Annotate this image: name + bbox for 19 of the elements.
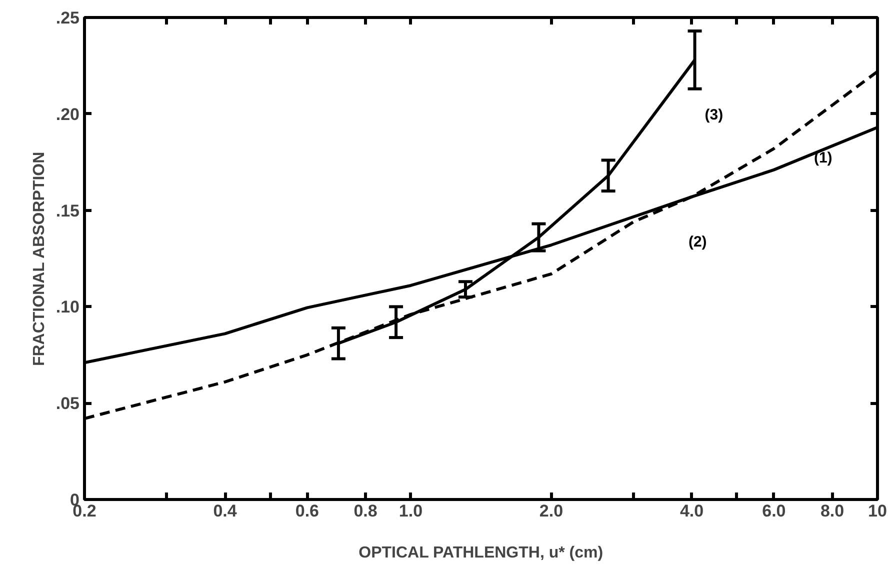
- x-tick-label: 0.6: [295, 502, 320, 520]
- x-tick-label: 1.0: [398, 502, 423, 520]
- x-tick-label: 6.0: [762, 502, 786, 520]
- x-tick-label: 4.0: [680, 502, 704, 520]
- x-tick-label: 2.0: [539, 502, 564, 520]
- y-axis-title: FRACTIONAL ABSORPTION: [30, 152, 48, 366]
- y-tick-label: .10: [56, 298, 80, 317]
- x-axis-title: OPTICAL PATHLENGTH, u* (cm): [358, 544, 604, 562]
- series-label: (1): [814, 149, 832, 166]
- x-tick-label: 0.8: [354, 502, 378, 520]
- text: (3): [704, 106, 724, 124]
- text: (2): [688, 233, 707, 250]
- y-tick-label: .20: [56, 104, 80, 124]
- y-tick-label: .15: [56, 201, 80, 220]
- x-tick-label: 8.0: [820, 502, 844, 520]
- x-tick-label: 0.4: [213, 502, 238, 520]
- y-tick-label: .25: [56, 8, 80, 28]
- y-tick-label: .05: [56, 394, 80, 414]
- x-tick-label: 10: [868, 502, 887, 520]
